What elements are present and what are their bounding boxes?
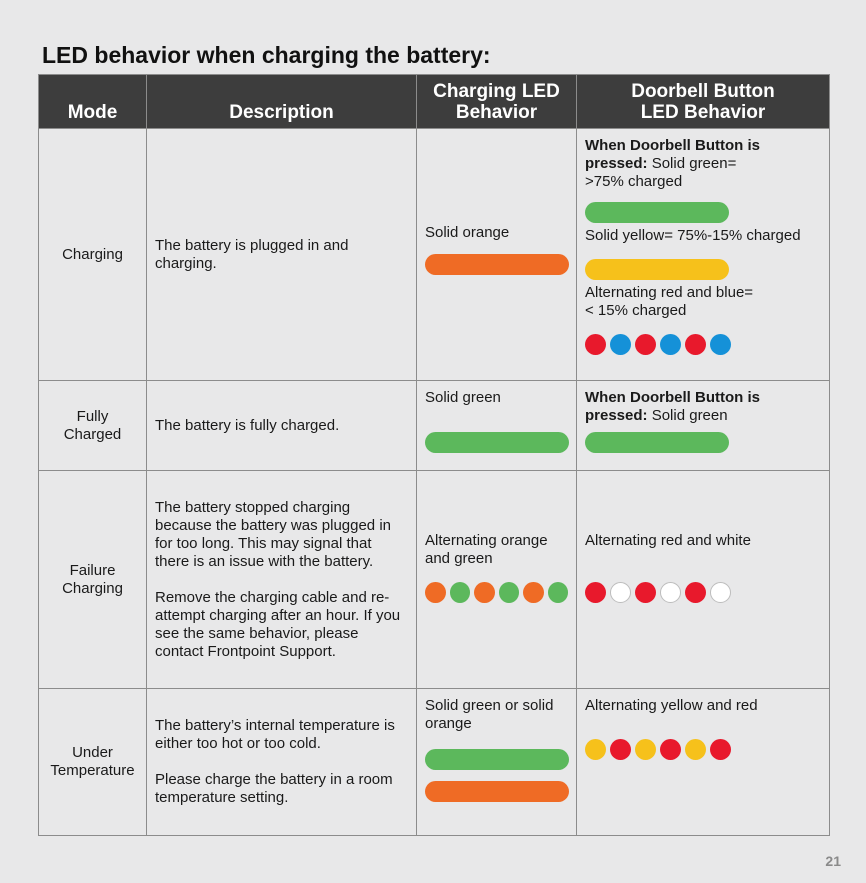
led-bar <box>585 259 729 280</box>
led-dot-white <box>660 582 681 603</box>
mode-cell: Charging <box>38 128 147 381</box>
led-bar <box>425 781 569 802</box>
led-dot-red <box>585 582 606 603</box>
description-cell: The battery’s internal temperature is ei… <box>146 688 417 836</box>
description-cell: The battery stopped charging because the… <box>146 470 417 689</box>
led-dot-red <box>710 739 731 760</box>
led-dot-green <box>449 582 470 603</box>
table-row: Failure Charging The battery stopped cha… <box>38 470 830 689</box>
description-cell: The battery is fully charged. <box>146 380 417 471</box>
doorbell-led-cell: When Doorbell Button is pressed: Solid g… <box>576 380 830 471</box>
doorbell-led-value: Solid green= >75% charged <box>585 155 737 190</box>
header-description: Description <box>146 74 417 129</box>
led-dot-red <box>635 582 656 603</box>
led-dot-red <box>685 582 706 603</box>
description-text: The battery’s internal temperature is ei… <box>155 717 395 752</box>
led-dot-white <box>610 582 631 603</box>
charging-led-cell: Alternating orange and green <box>416 470 577 689</box>
doorbell-led-segment: Solid yellow= 75%-15% charged <box>585 227 801 244</box>
charging-led-text: Solid green <box>425 389 501 406</box>
description-text: The battery stopped charging because the… <box>155 498 391 570</box>
header-doorbell-led: Doorbell Button LED Behavior <box>576 74 830 129</box>
doorbell-led-cell: When Doorbell Button is pressed: Solid g… <box>576 128 830 381</box>
doorbell-led-cell: Alternating red and white <box>576 470 830 689</box>
description-cell: The battery is plugged in and charging. <box>146 128 417 381</box>
charging-led-cell: Solid green <box>416 380 577 471</box>
led-dots <box>585 334 821 355</box>
mode-label: Charging <box>62 245 123 263</box>
led-dot-orange <box>523 582 544 603</box>
led-dot-orange <box>425 582 446 603</box>
doorbell-led-text: When Doorbell Button is pressed: Solid g… <box>585 389 821 425</box>
description-text: The battery is plugged in and charging. <box>155 236 349 272</box>
led-dot-green <box>547 582 568 603</box>
led-dot-red <box>660 739 681 760</box>
led-dot-red <box>635 334 656 355</box>
led-bar <box>425 254 569 275</box>
led-dot-red <box>610 739 631 760</box>
led-dot-green <box>498 582 519 603</box>
led-bar <box>585 432 729 453</box>
charging-led-cell: Solid green or solid orange <box>416 688 577 836</box>
table-row: Fully Charged The battery is fully charg… <box>38 380 830 471</box>
mode-cell: Fully Charged <box>38 380 147 471</box>
charging-led-text: Solid green or solid orange <box>425 697 554 732</box>
charging-led-text: Solid orange <box>425 224 510 241</box>
led-dot-white <box>710 582 731 603</box>
charging-led-cell: Solid orange <box>416 128 577 381</box>
led-dot-blue <box>710 334 731 355</box>
doorbell-led-text: Alternating red and white <box>585 532 821 550</box>
led-dot-red <box>685 334 706 355</box>
header-mode: Mode <box>38 74 147 129</box>
led-bar <box>585 202 729 223</box>
led-bar <box>425 749 569 770</box>
led-bar <box>425 432 569 453</box>
led-behavior-table: Mode Description Charging LED Behavior D… <box>38 74 830 836</box>
led-dot-blue <box>610 334 631 355</box>
doorbell-led-prefix: When Doorbell Button is pressed: <box>585 389 760 424</box>
mode-label: Failure Charging <box>62 561 123 597</box>
doorbell-led-text: When Doorbell Button is pressed: Solid g… <box>585 137 821 191</box>
doorbell-led-cell: Alternating yellow and red <box>576 688 830 836</box>
led-dot-yellow <box>685 739 706 760</box>
doorbell-led-value: Alternating yellow and red <box>585 697 758 714</box>
page-title: LED behavior when charging the battery: <box>42 42 491 68</box>
header-charging-led: Charging LED Behavior <box>416 74 577 129</box>
charging-led-text: Alternating orange and green <box>425 532 548 567</box>
led-dots <box>585 739 821 760</box>
doorbell-led-text: Alternating yellow and red <box>585 697 821 715</box>
led-dot-orange <box>474 582 495 603</box>
doorbell-led-segment: Alternating red and blue= < 15% charged <box>585 284 754 319</box>
description-text: Remove the charging cable and re-attempt… <box>155 588 401 660</box>
led-dots <box>425 582 568 603</box>
description-text: Please charge the battery in a room temp… <box>155 771 393 806</box>
mode-cell: Failure Charging <box>38 470 147 689</box>
description-text: The battery is fully charged. <box>155 416 340 434</box>
led-dot-blue <box>660 334 681 355</box>
led-dot-yellow <box>585 739 606 760</box>
led-dot-red <box>585 334 606 355</box>
mode-cell: Under Temperature <box>38 688 147 836</box>
table-row: Charging The battery is plugged in and c… <box>38 128 830 381</box>
doorbell-led-value: Solid green <box>647 407 728 424</box>
page-number: 21 <box>825 853 841 869</box>
table-header-row: Mode Description Charging LED Behavior D… <box>38 74 830 129</box>
doorbell-led-value: Alternating red and white <box>585 532 751 549</box>
table-row: Under Temperature The battery’s internal… <box>38 688 830 836</box>
mode-label: Under Temperature <box>50 744 135 779</box>
doorbell-led-prefix: When Doorbell Button is pressed: <box>585 137 760 172</box>
led-dot-yellow <box>635 739 656 760</box>
mode-label: Fully Charged <box>63 407 122 443</box>
led-dots <box>585 582 821 603</box>
